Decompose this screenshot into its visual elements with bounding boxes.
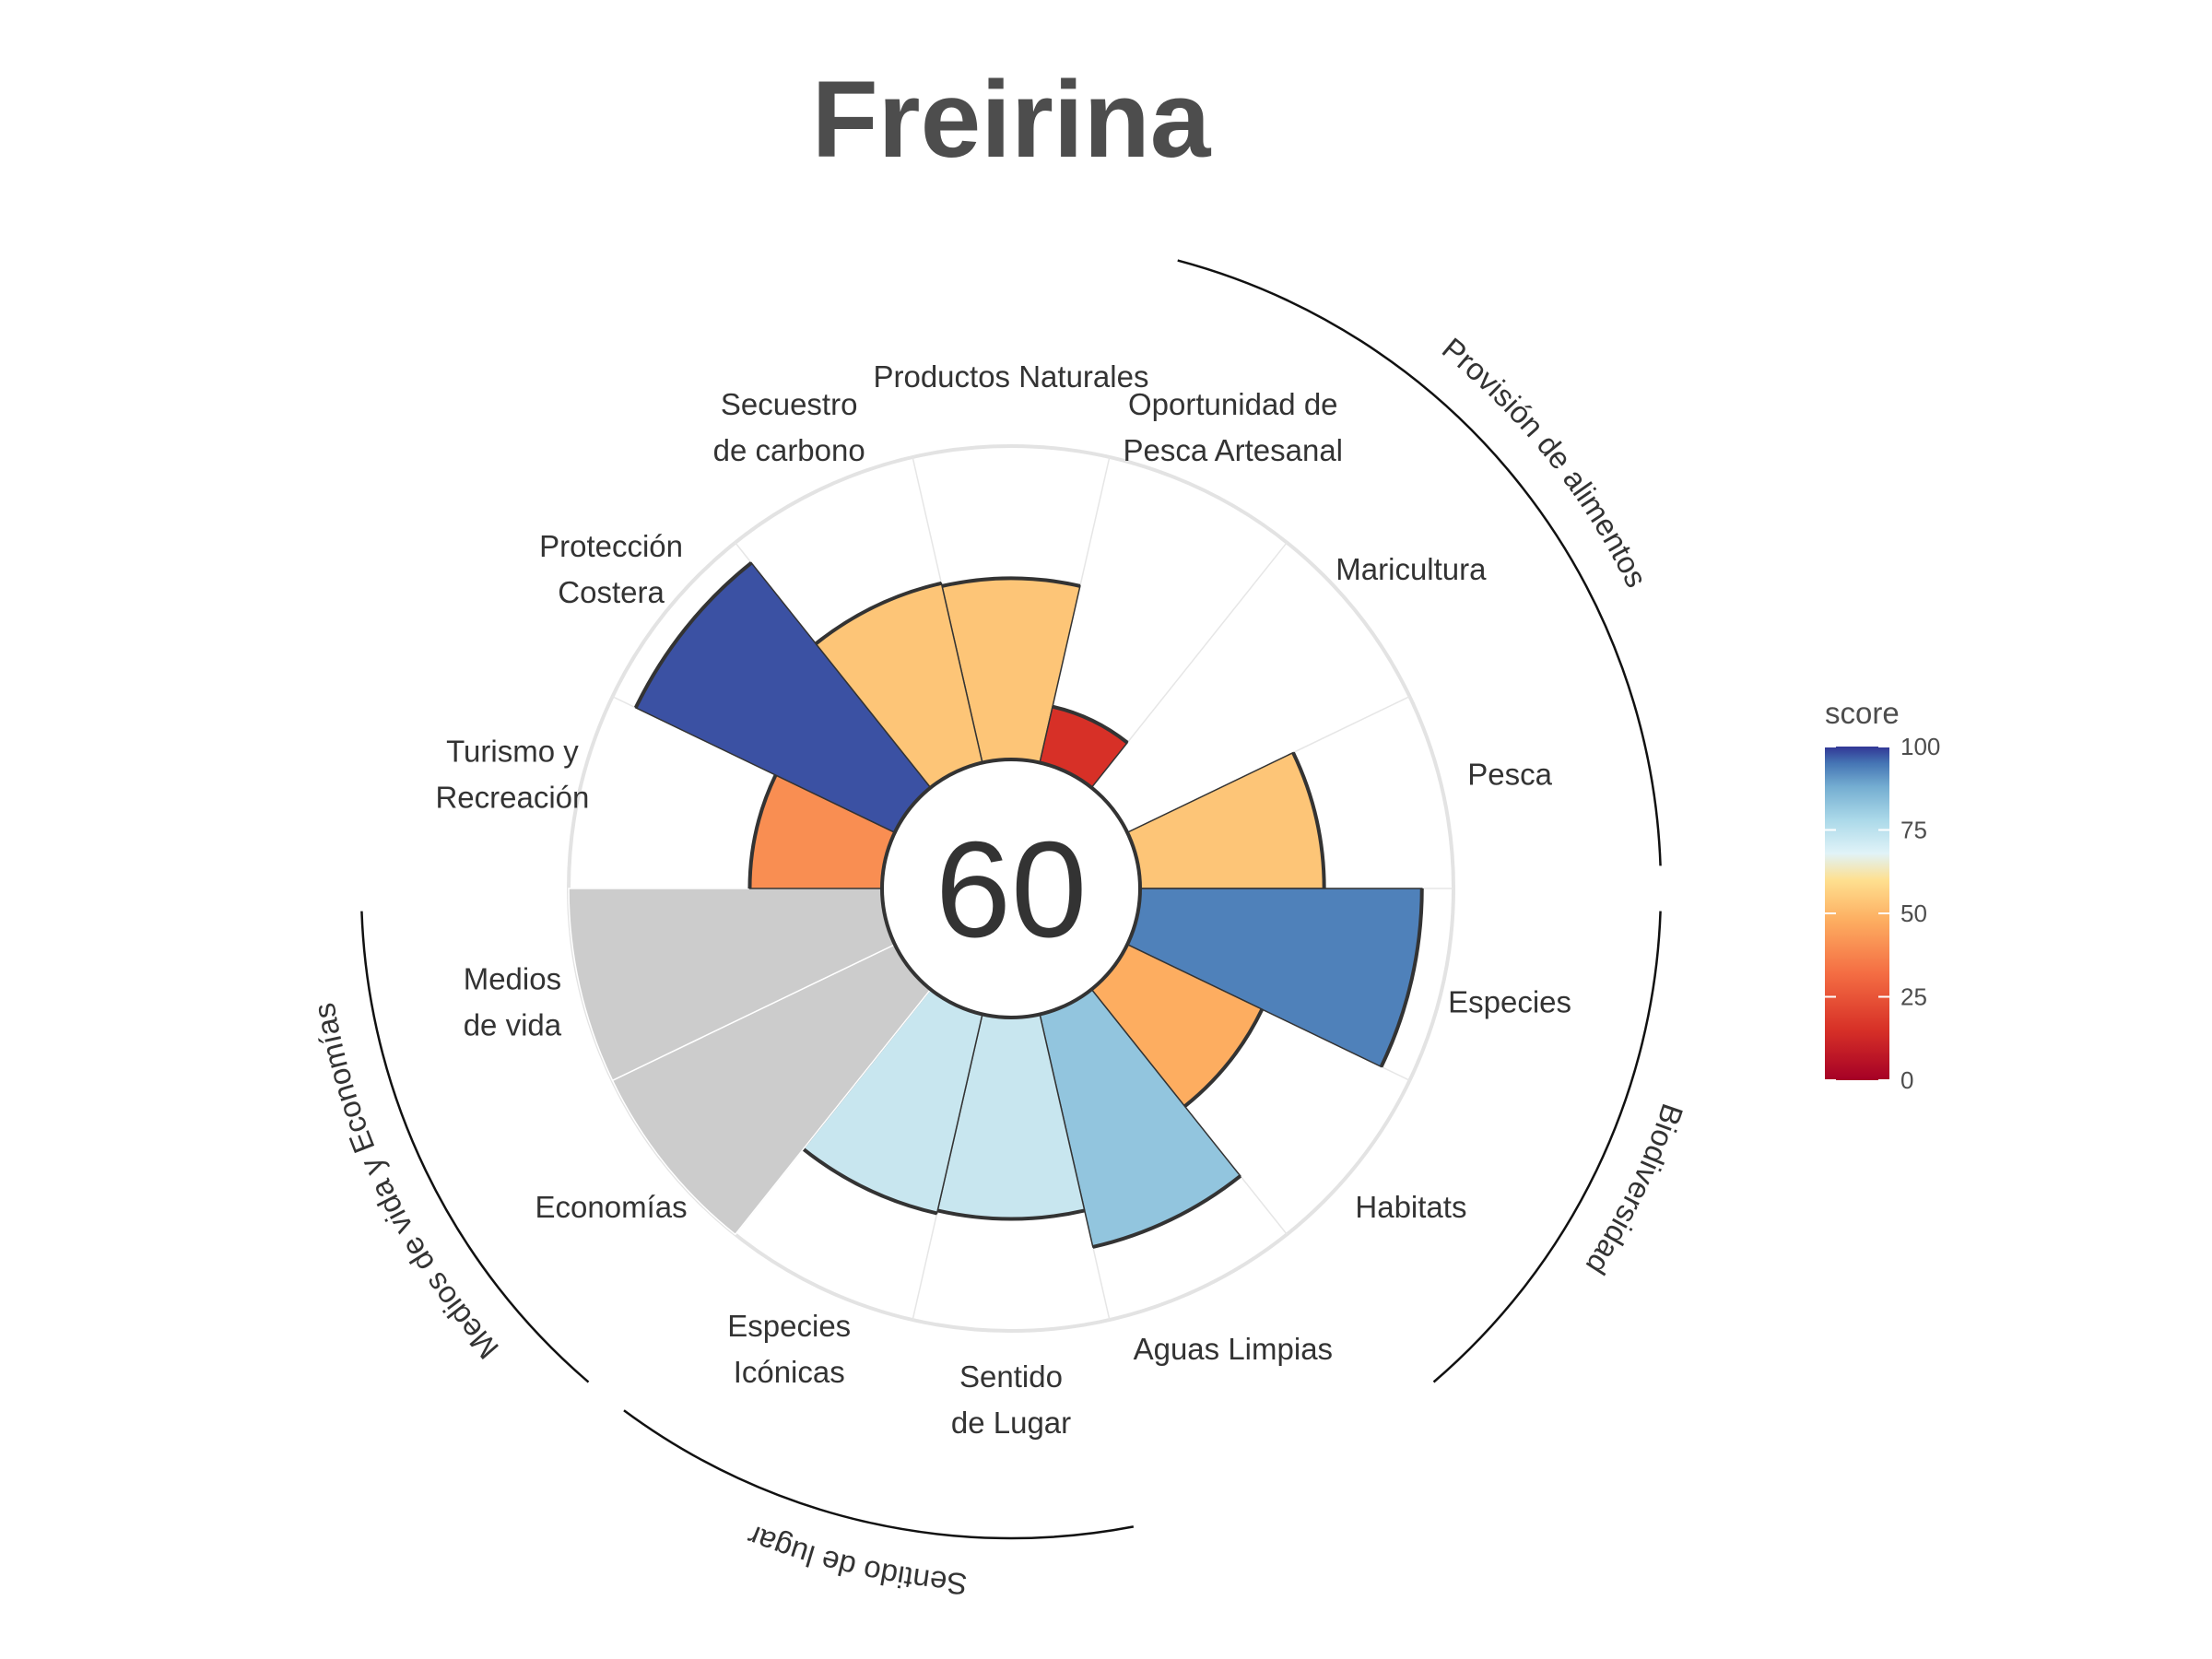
petal-outline-proteccion-costera: [633, 561, 753, 709]
petal-outline-pesca: [1291, 751, 1326, 888]
petal-outline-sentido-de-lugar: [936, 1208, 1086, 1221]
goal-label-pesca: Pesca: [1467, 757, 1552, 791]
petal-outline-productos-naturales: [941, 576, 1081, 588]
petal-layer: [568, 561, 1424, 1249]
goal-label-especies-iconicas: Especies Icónicas: [727, 1309, 851, 1389]
legend: score 100 75 50 25 0: [1825, 696, 1940, 1094]
legend-tick-label: 0: [1900, 1066, 1913, 1094]
legend-tick-label: 75: [1900, 817, 1927, 844]
petal-outline-secuestro-de-carbono: [814, 581, 942, 646]
chart-title: Freirina: [812, 59, 1212, 181]
petal-outline-turismo-y-recreacion: [747, 774, 778, 889]
petal-outline-aguas-limpias: [1092, 1174, 1242, 1249]
petal-outline-especies: [1379, 888, 1424, 1068]
group-arc-sentido-de-lugar: [623, 1409, 1135, 1540]
petal-outline-especies-iconicas: [802, 1147, 938, 1216]
goal-label-sentido-de-lugar: Sentido de Lugar: [951, 1359, 1071, 1440]
goal-label-secuestro-de-carbono: Secuestro de carbono: [713, 387, 865, 467]
group-label-biodiversidad: Biodiversidad: [1580, 1100, 1690, 1281]
goal-label-turismo-y-recreacion: Turismo y Recreación: [435, 735, 589, 815]
goal-label-economias: Economías: [535, 1190, 688, 1224]
legend-tick-label: 100: [1900, 733, 1940, 760]
goal-label-habitats: Habitats: [1355, 1190, 1466, 1224]
goal-label-medios-de-vida: Medios de vida: [464, 962, 562, 1042]
goal-label-maricultura: Maricultura: [1335, 552, 1487, 586]
petal-outline-habitats: [1183, 1008, 1265, 1108]
legend-tick-label: 50: [1900, 900, 1927, 927]
goal-label-productos-naturales: Productos Naturales: [873, 359, 1148, 394]
group-label-sentido-de-lugar: Sentido de lugar: [743, 1519, 969, 1602]
petal-outline-oportunidad-de-pesca-artesanal: [1052, 704, 1129, 745]
center-hole: [880, 758, 1142, 1019]
group-arc-medios-de-vida-y-economias: [360, 911, 590, 1383]
goal-label-oportunidad-de-pesca-artesanal: Oportunidad de Pesca Artesanal: [1124, 387, 1343, 467]
legend-tick-label: 25: [1900, 983, 1927, 1011]
legend-title: score: [1825, 696, 1900, 730]
goal-label-proteccion-costera: Protección Costera: [539, 529, 683, 609]
group-label-medios-de-vida-y-economias: Medios de vida y Economías: [307, 1001, 505, 1366]
petal-pesca: [1126, 751, 1325, 889]
group-arc-biodiversidad: [1432, 911, 1662, 1383]
goal-label-especies: Especies: [1448, 984, 1571, 1018]
center-score: 60: [935, 814, 1088, 966]
goal-label-aguas-limpias: Aguas Limpias: [1134, 1332, 1333, 1366]
group-arc-provision-de-alimentos: [1177, 259, 1662, 866]
legend-ticks: 100 75 50 25 0: [1825, 733, 1940, 1094]
